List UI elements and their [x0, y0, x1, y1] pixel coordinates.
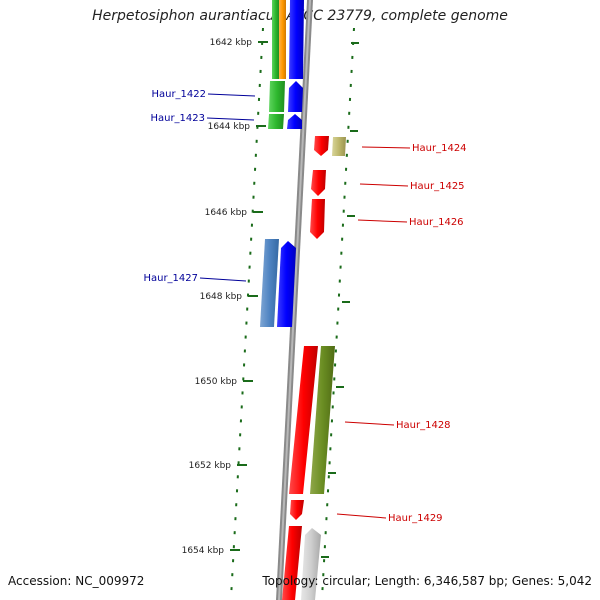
label-haur-1428[interactable]: Haur_1428: [344, 420, 451, 431]
topology-text: Topology: circular; Length: 6,346,587 bp…: [262, 574, 592, 588]
tick-label: 1650 kbp: [195, 377, 238, 387]
gene-steel-haur-1427: [260, 239, 279, 327]
tick-label: 1648 kbp: [200, 292, 243, 302]
gene-label[interactable]: Haur_1427: [143, 273, 198, 284]
gene-label[interactable]: Haur_1429: [388, 513, 443, 524]
gene-red-haur-1425: [311, 170, 326, 196]
gene-red-haur-1426: [310, 199, 325, 239]
gene-red-lower: [282, 526, 302, 600]
gene-olive-haur-1428: [310, 346, 335, 494]
accession-text: Accession: NC_009972: [8, 574, 145, 588]
tick-1652: 1652 kbp: [189, 461, 247, 471]
tick-label: 1652 kbp: [189, 461, 232, 471]
gene-red-haur-1428: [289, 346, 318, 494]
label-haur-1422[interactable]: Haur_1422: [151, 89, 256, 100]
gene-label[interactable]: Haur_1425: [410, 181, 465, 192]
gene-blue-upper: [289, 0, 304, 79]
gene-label[interactable]: Haur_1426: [409, 217, 464, 228]
gene-label[interactable]: Haur_1423: [150, 113, 205, 124]
gene-label[interactable]: Haur_1422: [151, 89, 206, 100]
tick-1648: 1648 kbp: [200, 292, 258, 302]
tick-label: 1646 kbp: [205, 208, 248, 218]
gene-green-upper: [272, 0, 279, 79]
tick-1654: 1654 kbp: [182, 546, 240, 556]
gene-green-haur-1422: [269, 81, 285, 112]
label-haur-1426[interactable]: Haur_1426: [357, 217, 464, 228]
tick-label: 1642 kbp: [210, 38, 253, 48]
left-tick-track: [230, 27, 264, 599]
gene-red-haur-1429: [290, 500, 304, 520]
tick-label: 1654 kbp: [182, 546, 225, 556]
gene-label[interactable]: Haur_1424: [412, 143, 467, 154]
tick-label: 1644 kbp: [208, 122, 251, 132]
gene-blue-haur-1422: [288, 81, 303, 112]
gene-orange-upper: [279, 0, 286, 79]
label-haur-1423[interactable]: Haur_1423: [150, 113, 255, 124]
label-haur-1427[interactable]: Haur_1427: [143, 273, 247, 284]
label-haur-1425[interactable]: Haur_1425: [359, 181, 465, 192]
right-tick-track: [321, 27, 355, 599]
tick-1642: 1642 kbp: [210, 38, 268, 48]
gene-blue-haur-1423: [287, 114, 302, 129]
gene-red-haur-1424: [314, 136, 329, 156]
tick-1644: 1644 kbp: [208, 122, 266, 132]
gene-blue-haur-1427: [277, 241, 296, 327]
gene-khaki-haur-1424: [332, 137, 346, 156]
gene-green-haur-1423: [268, 114, 284, 129]
genome-backbone-highlight: [278, 0, 311, 600]
gene-label[interactable]: Haur_1428: [396, 420, 451, 431]
tick-1646: 1646 kbp: [205, 208, 263, 218]
tick-1650: 1650 kbp: [195, 377, 253, 387]
gene-gray-lower: [301, 528, 321, 600]
label-haur-1429[interactable]: Haur_1429: [336, 513, 443, 524]
label-haur-1424[interactable]: Haur_1424: [361, 143, 467, 154]
